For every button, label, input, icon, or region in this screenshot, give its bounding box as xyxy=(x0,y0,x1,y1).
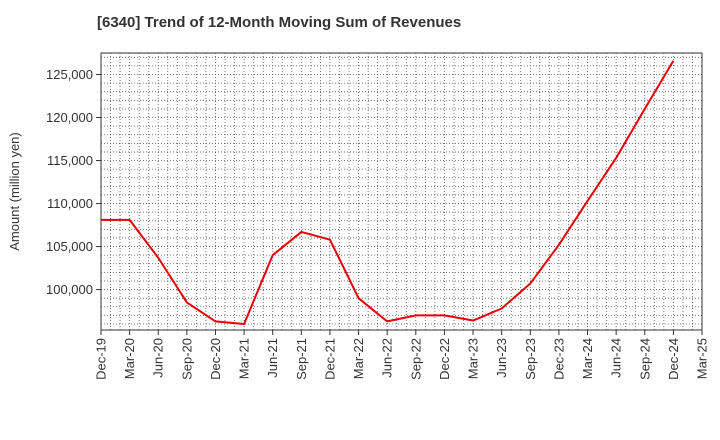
y-tick-label: 115,000 xyxy=(47,153,93,168)
x-tick-label: Dec-19 xyxy=(94,338,109,380)
y-axis-label: Amount (million yen) xyxy=(7,132,22,251)
y-tick-label: 105,000 xyxy=(46,239,93,254)
x-tick-label: Jun-21 xyxy=(265,338,280,378)
chart-title: [6340] Trend of 12-Month Moving Sum of R… xyxy=(97,14,462,31)
x-tick-label: Jun-23 xyxy=(494,338,509,378)
x-tick-label: Jun-22 xyxy=(380,338,395,378)
x-tick-label: Mar-24 xyxy=(580,338,595,379)
x-tick-label: Sep-22 xyxy=(408,338,423,380)
x-tick-label: Dec-23 xyxy=(551,338,566,380)
x-tick-label: Sep-20 xyxy=(179,338,194,380)
x-tick-label: Mar-22 xyxy=(351,338,366,379)
y-tick-label: 125,000 xyxy=(46,67,93,82)
grid-lines xyxy=(101,53,702,330)
x-tick-label: Mar-20 xyxy=(122,338,137,379)
series-layer xyxy=(100,60,675,325)
x-tick-label: Sep-23 xyxy=(523,338,538,380)
y-tick-label: 110,000 xyxy=(47,196,93,211)
x-tick-label: Dec-21 xyxy=(322,338,337,380)
y-axis-ticks: 100,000 105,000 110,000 115,000 120,000 125,0… xyxy=(46,67,101,297)
x-tick-label: Dec-22 xyxy=(437,338,452,380)
y-tick-label: 100,000 xyxy=(46,282,93,297)
x-axis-ticks: Dec-19 Mar-20 Jun-20 Sep-20 Dec-20 Mar-21 Jun-… xyxy=(94,330,710,380)
x-tick-label: Dec-20 xyxy=(208,338,223,380)
x-tick-label: Mar-23 xyxy=(466,338,481,379)
plot-frame xyxy=(100,52,703,331)
x-tick-label: Jun-24 xyxy=(609,338,624,378)
x-tick-label: Jun-20 xyxy=(151,338,166,378)
y-tick-label: 120,000 xyxy=(46,110,93,125)
x-tick-label: Dec-24 xyxy=(666,338,681,380)
x-tick-label: Sep-24 xyxy=(637,338,652,380)
x-tick-label: Mar-25 xyxy=(695,338,710,379)
x-tick-label: Mar-21 xyxy=(237,338,252,379)
x-tick-label: Sep-21 xyxy=(294,338,309,380)
plot-area xyxy=(101,53,702,330)
